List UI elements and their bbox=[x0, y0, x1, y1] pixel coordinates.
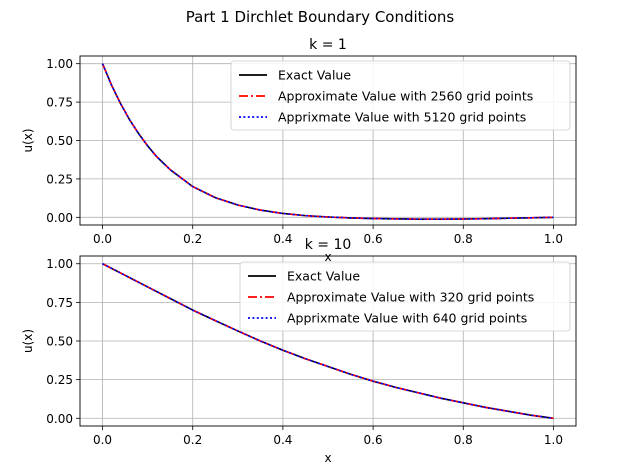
legend-label: Approximate Value with 2560 grid points bbox=[278, 89, 533, 104]
y-tick-label: 0.00 bbox=[46, 211, 73, 225]
legend-label: Exact Value bbox=[287, 269, 360, 284]
legend-label: Apprixmate Value with 5120 grid points bbox=[278, 110, 526, 125]
axes-title: k = 1 bbox=[309, 37, 347, 53]
y-tick-label: 0.50 bbox=[46, 335, 73, 349]
x-tick-label: 0.6 bbox=[364, 433, 383, 447]
x-tick-label: 1.0 bbox=[544, 232, 563, 246]
series-line-dashdot bbox=[101, 63, 554, 220]
y-tick-label: 1.00 bbox=[46, 57, 73, 71]
y-tick-label: 0.00 bbox=[46, 412, 73, 426]
y-tick-label: 0.50 bbox=[46, 134, 73, 148]
y-tick-label: 1.00 bbox=[46, 257, 73, 271]
axes-k10: 0.0 0.2 0.4 0.6 0.8 1.0 0.00 0.25 0.50 0.75 1.00 k … bbox=[21, 237, 577, 465]
axes-title: k = 10 bbox=[305, 237, 352, 253]
axes-frame bbox=[79, 255, 577, 427]
y-tick-label: 0.75 bbox=[46, 96, 73, 110]
legend-box bbox=[239, 261, 571, 332]
legend-label: Exact Value bbox=[278, 68, 351, 83]
y-tick-label: 0.25 bbox=[46, 172, 73, 186]
x-tick-label: 0.4 bbox=[273, 433, 292, 447]
x-tick-label: 0.8 bbox=[454, 232, 473, 246]
series-line-dashdot bbox=[102, 263, 554, 420]
axes-frame bbox=[79, 55, 577, 226]
x-tick-label: 0.8 bbox=[454, 433, 473, 447]
x-tick-label: 0.4 bbox=[273, 232, 292, 246]
x-axis-label: x bbox=[324, 451, 331, 465]
legend-label: Approximate Value with 320 grid points bbox=[287, 290, 534, 305]
x-tick-label: 0.0 bbox=[93, 232, 112, 246]
x-tick-label: 0.2 bbox=[183, 232, 202, 246]
x-tick-label: 0.2 bbox=[183, 433, 202, 447]
figure-suptitle: Part 1 Dirchlet Boundary Conditions bbox=[186, 8, 455, 26]
x-tick-label: 1.0 bbox=[544, 433, 563, 447]
y-axis-label: u(x) bbox=[21, 128, 35, 152]
legend-label: Apprixmate Value with 640 grid points bbox=[287, 311, 527, 326]
x-tick-label: 0.6 bbox=[364, 232, 383, 246]
y-tick-label: 0.75 bbox=[46, 296, 73, 310]
y-tick-label: 0.25 bbox=[46, 373, 73, 387]
x-tick-label: 0.0 bbox=[93, 433, 112, 447]
x-axis-label: x bbox=[324, 250, 331, 264]
y-axis-label: u(x) bbox=[21, 329, 35, 353]
series-line-dotted bbox=[102, 263, 554, 420]
axes-k1: 0.0 0.2 0.4 0.6 0.8 1.0 0.00 0.25 0.50 0.75 1.00 k … bbox=[21, 37, 577, 264]
legend-box bbox=[230, 60, 571, 131]
